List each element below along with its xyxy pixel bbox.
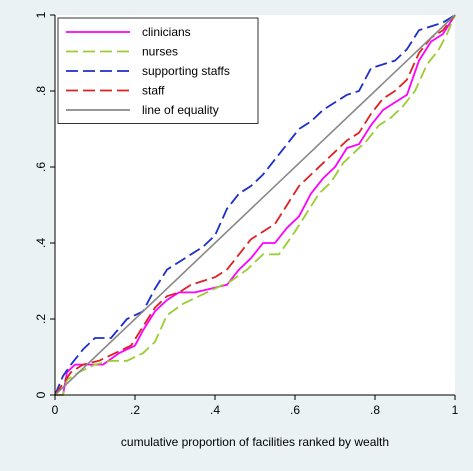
series-line-clinicians bbox=[55, 14, 456, 396]
series-line-staff bbox=[54, 14, 456, 396]
legend-label-nurses: nurses bbox=[142, 45, 178, 59]
x-tick-label: .2 bbox=[130, 403, 140, 417]
legend: clinicians nurses supporting staffs staff li… bbox=[57, 17, 259, 124]
x-tick-label: 0 bbox=[52, 403, 59, 417]
y-tick-label: 0 bbox=[34, 391, 48, 398]
series-line-nurses bbox=[55, 14, 456, 396]
legend-label-staff: staff bbox=[142, 84, 165, 98]
y-tick-label: .2 bbox=[34, 314, 48, 324]
x-tick-label: .8 bbox=[370, 403, 380, 417]
series-line-line-of-equality bbox=[54, 14, 456, 396]
series-line-supporting-staffs bbox=[54, 14, 456, 396]
x-axis-title: cumulative proportion of facilities rank… bbox=[121, 435, 389, 449]
x-tick-label: .4 bbox=[210, 403, 220, 417]
y-tick-label: .8 bbox=[34, 86, 48, 96]
legend-label-clinicians: clinicians bbox=[142, 25, 191, 39]
y-tick-label: .6 bbox=[34, 162, 48, 172]
legend-label-line-of-equality: line of equality bbox=[142, 103, 219, 117]
legend-label-supporting-staffs: supporting staffs bbox=[142, 64, 230, 78]
x-tick-label: .6 bbox=[290, 403, 300, 417]
y-tick-label: 1 bbox=[34, 11, 48, 18]
axes-layer: 0 .2 .4 .6 .8 1 0 .2 .4 .6 .8 1 bbox=[34, 11, 459, 417]
x-tick-label: 1 bbox=[452, 403, 459, 417]
series-layer bbox=[54, 14, 456, 396]
y-tick-label: .4 bbox=[34, 238, 48, 248]
